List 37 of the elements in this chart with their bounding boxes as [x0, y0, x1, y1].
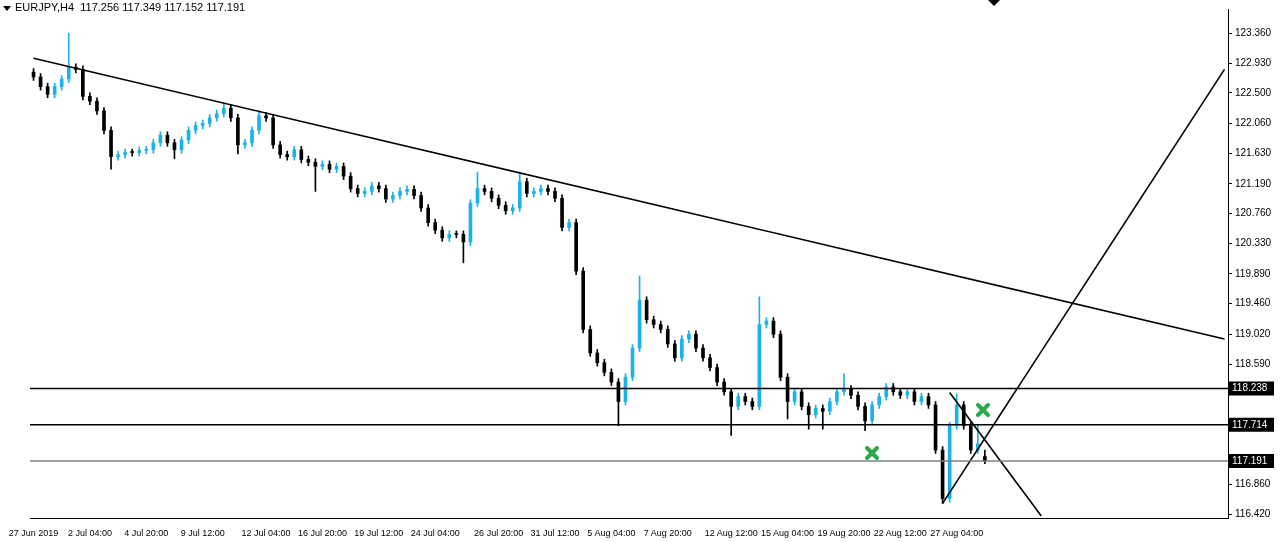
y-tick-label: 121.190 [1235, 177, 1272, 189]
x-tick-label: 15 Aug 04:00 [761, 527, 815, 538]
candlestick [842, 373, 846, 396]
x-tick-label: 31 Jul 12:00 [530, 527, 580, 538]
x-tick-label: 9 Jul 12:00 [180, 527, 225, 538]
x-tick-label: 22 Aug 12:00 [873, 527, 927, 538]
x-tick-label: 7 Aug 20:00 [643, 527, 692, 538]
x-tick-label: 12 Aug 12:00 [704, 527, 758, 538]
y-tick-label: 118.590 [1235, 357, 1271, 369]
y-tick-label: 121.630 [1235, 146, 1272, 158]
x-tick-label: 24 Jul 04:00 [410, 527, 460, 538]
y-tick-label: 123.360 [1235, 27, 1272, 39]
ref-line-label: 117.191 [1232, 454, 1268, 466]
y-tick-label: 119.890 [1235, 267, 1271, 279]
y-tick-label: 116.860 [1235, 477, 1271, 489]
x-tick-label: 19 Jul 12:00 [354, 527, 404, 538]
y-tick-label: 122.930 [1235, 56, 1272, 68]
x-tick-label: 5 Aug 04:00 [587, 527, 636, 538]
x-tick-label: 19 Aug 20:00 [817, 527, 871, 538]
candlestick [510, 204, 515, 215]
y-tick-label: 119.460 [1235, 297, 1271, 309]
x-tick-label: 2 Jul 04:00 [67, 527, 112, 538]
y-tick-label: 119.020 [1235, 327, 1271, 339]
y-tick-label: 122.500 [1235, 86, 1272, 98]
y-tick-label: 116.420 [1235, 508, 1271, 520]
y-tick-label: 122.060 [1235, 117, 1272, 129]
chart-title: EURJPY,H4 117.256 117.349 117.152 117.191 [15, 1, 246, 13]
x-tick-label: 27 Jun 2019 [8, 527, 59, 538]
x-tick-label: 4 Jul 20:00 [124, 527, 169, 538]
ref-line-label: 118.238 [1232, 382, 1268, 394]
x-tick-label: 12 Jul 04:00 [241, 527, 291, 538]
y-tick-label: 120.330 [1235, 237, 1272, 249]
ref-line-label: 117.714 [1232, 418, 1268, 430]
x-tick-label: 26 Jul 20:00 [474, 527, 524, 538]
x-tick-label: 16 Jul 20:00 [297, 527, 347, 538]
y-tick-label: 120.760 [1235, 207, 1272, 219]
x-tick-label: 27 Aug 04:00 [930, 527, 984, 538]
